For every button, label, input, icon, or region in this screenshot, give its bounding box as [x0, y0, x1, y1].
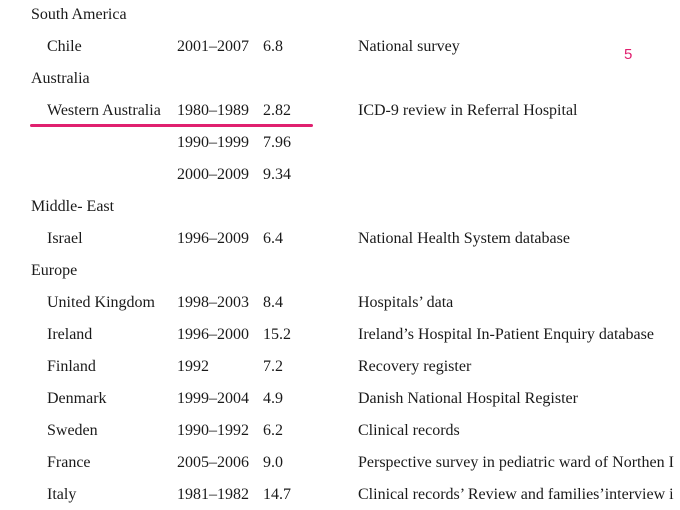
table-row: Italy 1981–1982 14.7 Clinical records’ R…	[0, 483, 680, 507]
country-cell: Ireland	[47, 326, 93, 343]
period-cell: 1996–2000	[177, 326, 249, 343]
period-cell: 2005–2006	[177, 454, 249, 471]
table-row: Chile 2001–2007 6.8 National survey	[0, 35, 680, 59]
period-cell: 1981–1982	[177, 486, 249, 503]
country-cell: Sweden	[47, 422, 98, 439]
period-cell: 2000–2009	[177, 166, 249, 183]
region-label: South America	[31, 6, 127, 23]
table-row: Denmark 1999–2004 4.9 Danish National Ho…	[0, 387, 680, 411]
table-row: Ireland 1996–2000 15.2 Ireland’s Hospita…	[0, 323, 680, 347]
table-row: United Kingdom 1998–2003 8.4 Hospitals’ …	[0, 291, 680, 315]
source-cell: Perspective survey in pediatric ward of …	[358, 454, 674, 471]
rate-cell: 7.2	[263, 358, 283, 375]
region-row: Middle- East	[0, 195, 680, 219]
region-label: Australia	[31, 70, 90, 87]
table-row: Israel 1996–2009 6.4 National Health Sys…	[0, 227, 680, 251]
country-cell: Italy	[47, 486, 77, 503]
region-row: Australia	[0, 67, 680, 91]
period-cell: 2001–2007	[177, 38, 249, 55]
source-cell: ICD-9 review in Referral Hospital	[358, 102, 578, 119]
highlight-underline	[30, 124, 313, 127]
source-cell: National survey	[358, 38, 460, 55]
rate-cell: 6.4	[263, 230, 283, 247]
rate-cell: 7.96	[263, 134, 291, 151]
region-label: Middle- East	[31, 198, 115, 215]
country-cell: Chile	[47, 38, 82, 55]
annotation-number: 5	[624, 46, 633, 63]
rate-cell: 6.8	[263, 38, 283, 55]
region-row: Europe	[0, 259, 680, 283]
source-cell: Danish National Hospital Register	[358, 390, 578, 407]
source-cell: Clinical records	[358, 422, 460, 439]
country-cell: France	[47, 454, 91, 471]
table-row: 1990–1999 7.96	[0, 131, 680, 155]
period-cell: 1990–1992	[177, 422, 249, 439]
table-row: Finland 1992 7.2 Recovery register	[0, 355, 680, 379]
source-cell: National Health System database	[358, 230, 570, 247]
source-cell: Recovery register	[358, 358, 472, 375]
rate-cell: 9.34	[263, 166, 291, 183]
period-cell: 1990–1999	[177, 134, 249, 151]
table-row: Western Australia 1980–1989 2.82 ICD-9 r…	[0, 99, 680, 123]
country-cell: Western Australia	[47, 102, 161, 119]
table-row: 2000–2009 9.34	[0, 163, 680, 187]
source-cell: Clinical records’ Review and families’in…	[358, 486, 674, 503]
rate-cell: 9.0	[263, 454, 283, 471]
country-cell: Denmark	[47, 390, 107, 407]
rate-cell: 15.2	[263, 326, 291, 343]
rate-cell: 2.82	[263, 102, 291, 119]
period-cell: 1996–2009	[177, 230, 249, 247]
region-label: Europe	[31, 262, 78, 279]
table-row: France 2005–2006 9.0 Perspective survey …	[0, 451, 680, 475]
rate-cell: 4.9	[263, 390, 283, 407]
period-cell: 1980–1989	[177, 102, 249, 119]
table-row: Sweden 1990–1992 6.2 Clinical records	[0, 419, 680, 443]
source-cell: Hospitals’ data	[358, 294, 454, 311]
country-cell: Israel	[47, 230, 83, 247]
period-cell: 1998–2003	[177, 294, 249, 311]
rate-cell: 6.2	[263, 422, 283, 439]
period-cell: 1999–2004	[177, 390, 249, 407]
country-cell: United Kingdom	[47, 294, 155, 311]
rate-cell: 8.4	[263, 294, 283, 311]
source-cell: Ireland’s Hospital In-Patient Enquiry da…	[358, 326, 654, 343]
country-cell: Finland	[47, 358, 96, 375]
period-cell: 1992	[177, 358, 209, 375]
rate-cell: 14.7	[263, 486, 291, 503]
region-row: South America	[0, 3, 680, 27]
